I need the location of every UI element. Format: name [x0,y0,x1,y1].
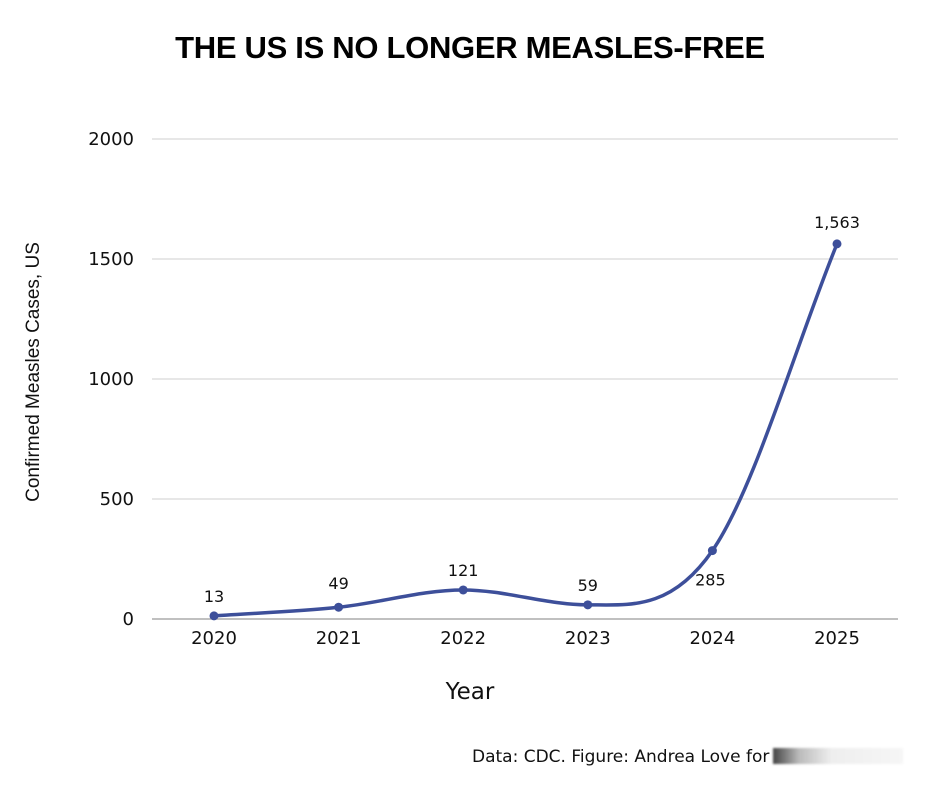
x-tick-label: 2022 [440,628,486,649]
data-point [458,585,468,595]
data-point [583,600,593,610]
data-label: 59 [578,576,598,595]
data-label: 285 [695,571,726,590]
y-tick-label: 1000 [88,369,134,390]
data-label: 121 [448,561,479,580]
figure-credit: Data: CDC. Figure: Andrea Love for [472,747,904,767]
x-tick-label: 2020 [191,628,237,649]
data-label: 49 [328,574,348,593]
x-tick-label: 2025 [814,628,860,649]
x-tick-label: 2023 [565,628,611,649]
x-tick-label: 2021 [316,628,362,649]
y-tick-label: 0 [123,609,134,630]
gridlines [152,138,898,620]
series-layer: 13 49 121 59 285 1,563 [204,213,860,621]
data-label: 1,563 [814,213,860,232]
credit-text: Data: CDC. Figure: Andrea Love for [472,747,770,767]
blurred-watermark [773,748,904,764]
y-tick-label: 500 [100,489,134,510]
chart-title: THE US IS NO LONGER MEASLES-FREE [175,30,765,65]
y-tick-label: 2000 [88,129,134,150]
data-point [707,546,717,556]
x-tick-label: 2024 [689,628,735,649]
series-line [212,242,839,618]
data-point [832,239,842,249]
data-label: 13 [204,587,224,606]
data-point [334,602,344,612]
y-axis-ticks: 0 500 1000 1500 2000 [88,129,134,630]
x-axis-ticks: 2020 2021 2022 2023 2024 2025 [191,628,860,649]
y-axis-label: Confirmed Measles Cases, US [23,242,44,502]
x-axis-label: Year [445,679,495,705]
y-tick-label: 1500 [88,249,134,270]
data-point [209,611,219,621]
